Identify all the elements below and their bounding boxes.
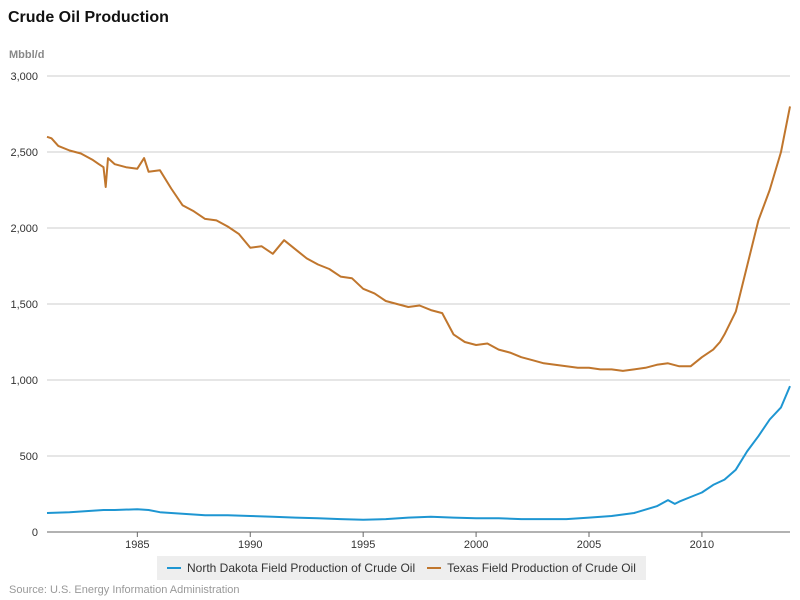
x-tick-label: 1990 <box>238 539 262 551</box>
chart-title: Crude Oil Production <box>8 9 169 26</box>
legend-label-texas: Texas Field Production of Crude Oil <box>447 561 636 575</box>
x-tick-label: 2005 <box>577 539 601 551</box>
x-tick-label: 2010 <box>690 539 714 551</box>
series-line-texas[interactable] <box>46 106 791 372</box>
legend-item-north-dakota[interactable]: North Dakota Field Production of Crude O… <box>167 561 415 575</box>
y-tick-label: 500 <box>20 451 38 463</box>
legend-label-north-dakota: North Dakota Field Production of Crude O… <box>187 561 416 575</box>
y-tick-label: 2,000 <box>10 223 38 235</box>
series-line-north-dakota[interactable] <box>46 385 791 521</box>
legend-swatch-texas <box>427 567 442 569</box>
y-tick-label: 0 <box>32 527 38 539</box>
x-tick-label: 1985 <box>125 539 149 551</box>
legend-item-texas[interactable]: Texas Field Production of Crude Oil <box>427 561 636 575</box>
chart-legend: North Dakota Field Production of Crude O… <box>157 556 646 580</box>
x-tick-label: 2000 <box>464 539 488 551</box>
legend-swatch-north-dakota <box>167 567 181 569</box>
y-axis-unit-label: Mbbl/d <box>9 49 45 61</box>
x-tick-label: 1995 <box>351 539 375 551</box>
y-axis-ticks: 0 500 1,000 1,500 2,000 2,500 3,000 <box>10 71 38 539</box>
y-tick-label: 1,000 <box>10 375 38 387</box>
gridlines <box>47 75 790 533</box>
y-tick-label: 3,000 <box>10 71 38 83</box>
y-tick-label: 1,500 <box>10 299 38 311</box>
series-lines <box>46 106 791 521</box>
y-tick-label: 2,500 <box>10 147 38 159</box>
x-axis-ticks: 1985 1990 1995 2000 2005 2010 <box>125 532 714 551</box>
source-note: Source: U.S. Energy Information Administ… <box>9 584 240 596</box>
